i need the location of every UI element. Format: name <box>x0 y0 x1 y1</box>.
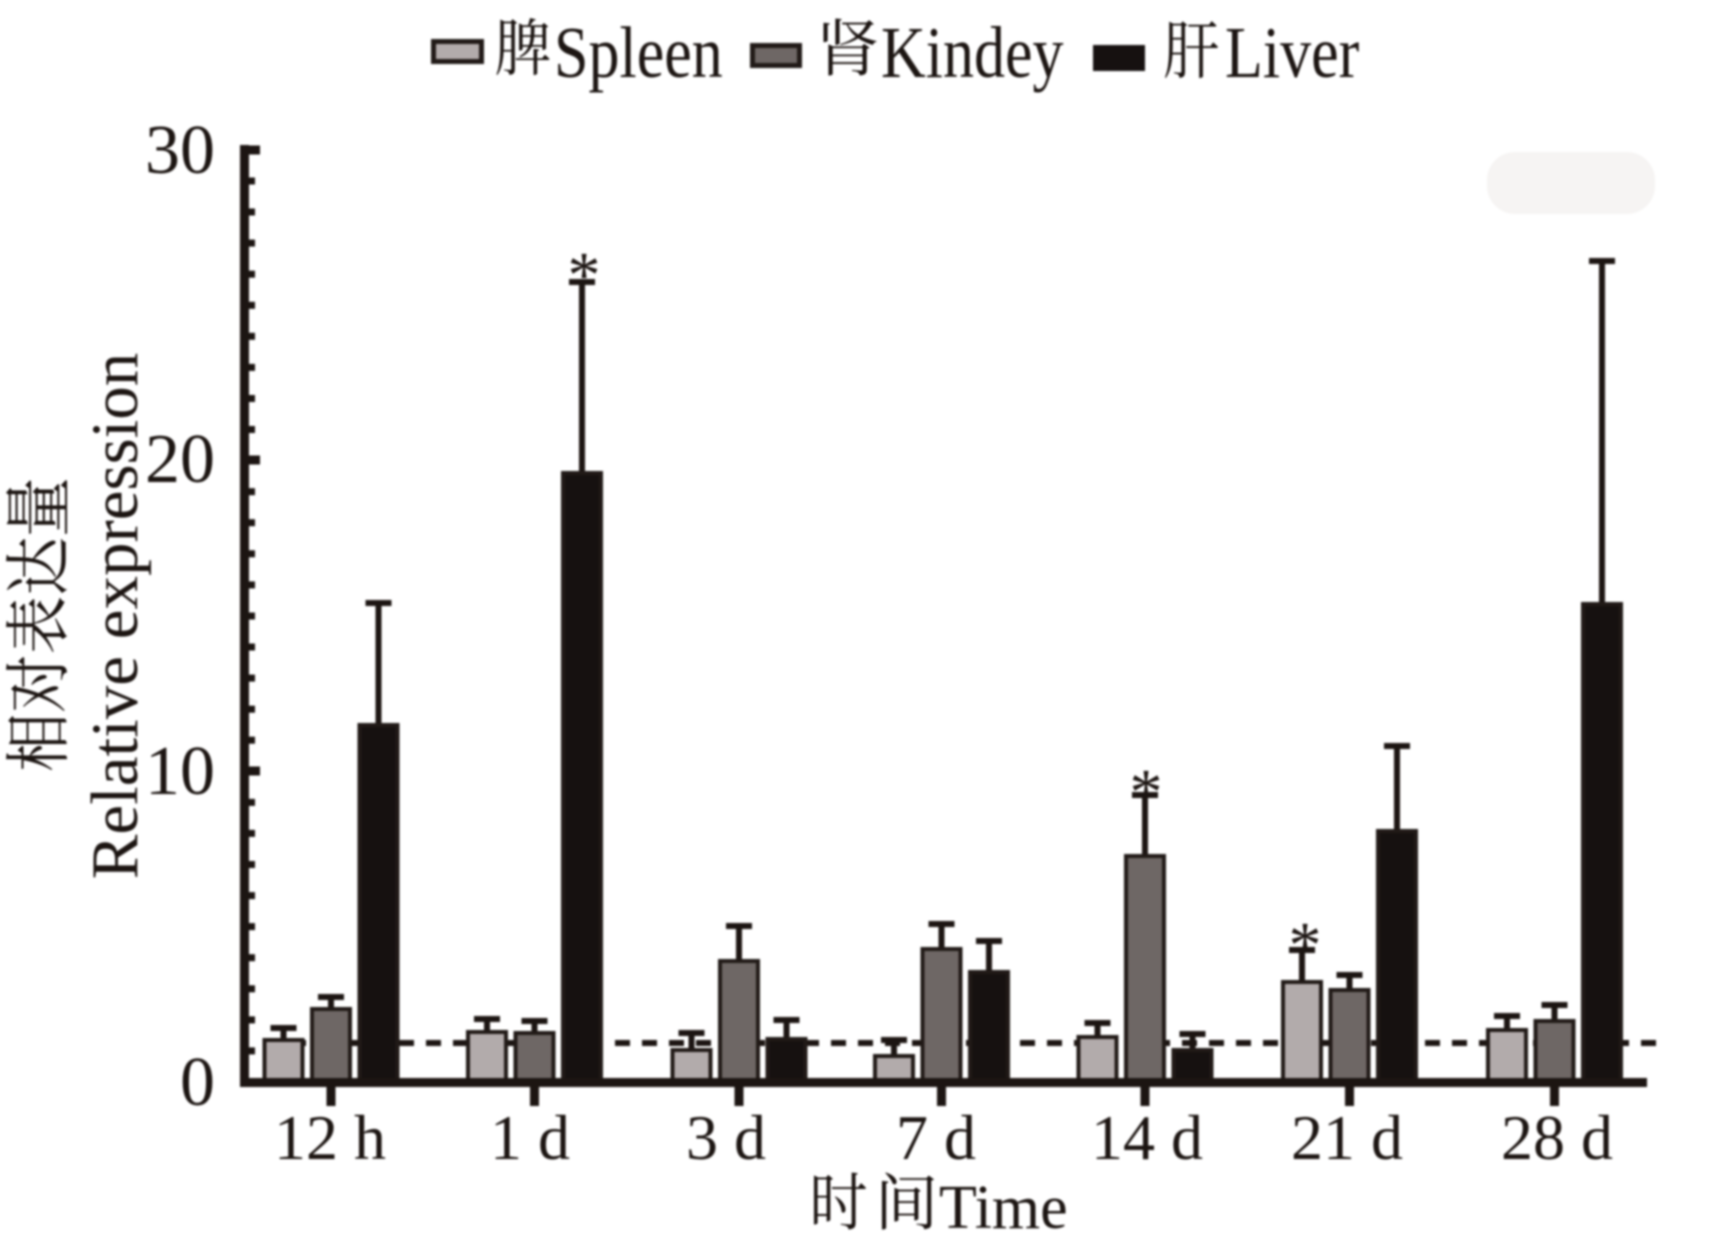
svg-text:30: 30 <box>145 112 215 189</box>
svg-text:7 d: 7 d <box>896 1102 976 1173</box>
svg-text:*: * <box>1289 909 1322 982</box>
svg-text:28 d: 28 d <box>1501 1102 1613 1173</box>
svg-text:0: 0 <box>180 1044 215 1121</box>
svg-text:12 h: 12 h <box>274 1102 386 1173</box>
svg-text:1 d: 1 d <box>490 1102 570 1173</box>
svg-text:*: * <box>568 239 601 312</box>
svg-text:3 d: 3 d <box>686 1102 766 1173</box>
svg-text:*: * <box>1130 756 1163 829</box>
svg-text:Time: Time <box>939 1174 1068 1242</box>
svg-text:Liver: Liver <box>1225 12 1359 93</box>
svg-text:10: 10 <box>145 733 215 810</box>
svg-text:Spleen: Spleen <box>554 12 723 93</box>
svg-text:20: 20 <box>145 421 215 498</box>
svg-text:Relative expression: Relative expression <box>78 353 152 880</box>
svg-text:21 d: 21 d <box>1291 1102 1403 1173</box>
svg-text:Kindey: Kindey <box>881 12 1064 93</box>
svg-text:14 d: 14 d <box>1091 1102 1203 1173</box>
